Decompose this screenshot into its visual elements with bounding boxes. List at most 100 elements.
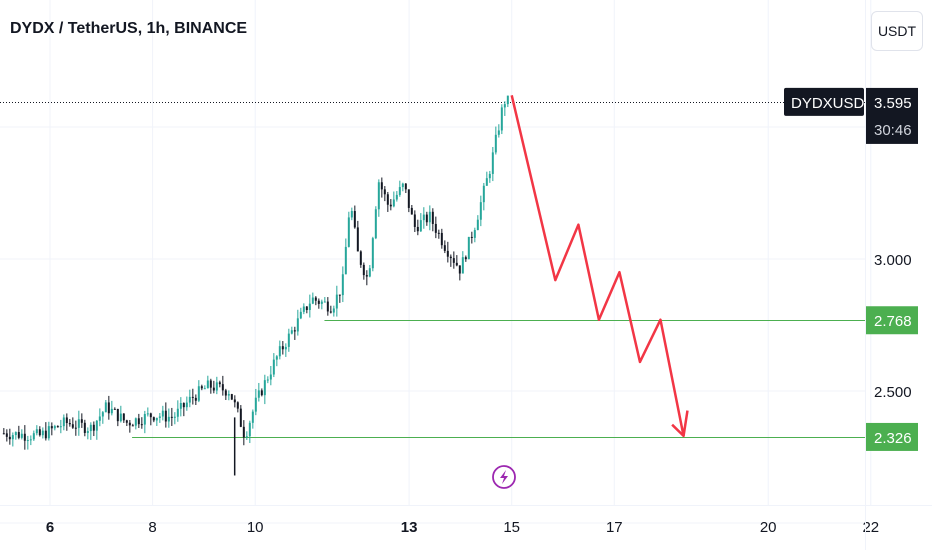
candle-body	[272, 359, 275, 375]
candle-body	[212, 387, 215, 391]
candle-body	[179, 402, 182, 409]
candle-body	[449, 256, 452, 259]
candle-body	[416, 226, 419, 232]
candle-body	[104, 402, 107, 413]
currency-button[interactable]: USDT	[871, 11, 923, 51]
candle-body	[98, 416, 101, 421]
candle-body	[200, 386, 203, 389]
candle-body	[284, 346, 287, 350]
candle-body	[209, 380, 212, 388]
lightning-icon	[500, 470, 509, 484]
candle-body	[389, 204, 392, 207]
candle-body	[335, 294, 338, 309]
candle-body	[392, 199, 395, 207]
candle-body	[353, 211, 356, 228]
candle-body	[128, 422, 131, 426]
candle-body	[134, 418, 137, 426]
candle-body	[308, 303, 311, 311]
candle-body	[434, 223, 437, 233]
countdown-label: 30:46	[874, 122, 912, 139]
candle-body	[458, 265, 461, 274]
candle-body	[380, 182, 383, 190]
candle-body	[311, 297, 314, 304]
candle-body	[242, 426, 245, 438]
candle-body	[347, 217, 350, 247]
candle-body	[482, 185, 485, 203]
candle-body	[341, 274, 344, 296]
candle-body	[80, 419, 83, 423]
candle-body	[248, 422, 251, 437]
candle-body	[296, 318, 299, 332]
candle-body	[455, 262, 458, 266]
candle-body	[68, 423, 71, 425]
candle-body	[275, 356, 278, 360]
x-tick-label: 6	[46, 519, 54, 536]
candle-body	[302, 306, 305, 312]
candle-body	[437, 232, 440, 234]
candle-body	[320, 301, 323, 304]
candle-body	[71, 424, 74, 428]
candle-body	[404, 183, 407, 190]
candle-body	[239, 408, 242, 427]
candle-body	[278, 346, 281, 357]
candle-body	[41, 430, 44, 436]
candle-body	[146, 413, 149, 415]
candle-body	[8, 436, 11, 440]
candle-body	[269, 374, 272, 380]
candle-body	[419, 220, 422, 232]
candle-body	[56, 426, 59, 428]
candle-body	[503, 104, 506, 108]
candle-body	[152, 417, 155, 421]
candle-body	[359, 251, 362, 265]
candle-body	[488, 173, 491, 179]
candle-body	[245, 436, 248, 438]
candle-body	[215, 382, 218, 391]
candle-body	[485, 178, 488, 186]
candle-body	[500, 107, 503, 131]
projection-path	[510, 95, 685, 437]
candle-body	[38, 429, 41, 436]
candle-body	[89, 424, 92, 432]
x-tick-label: 15	[503, 519, 520, 536]
candle-body	[206, 380, 209, 389]
candle-body	[221, 384, 224, 391]
candle-body	[371, 238, 374, 269]
y-tick-label: 2.500	[874, 384, 912, 401]
candle-body	[176, 408, 179, 417]
candle-body	[287, 333, 290, 347]
level-price-label: 2.326	[874, 430, 912, 447]
candle-body	[479, 202, 482, 220]
candle-body	[233, 399, 236, 403]
candle-body	[149, 413, 152, 418]
candle-body	[101, 412, 104, 417]
candle-body	[251, 411, 254, 423]
candle-body	[230, 394, 233, 400]
candle-body	[473, 230, 476, 238]
candle-body	[428, 211, 431, 223]
price-labels: 2.768 2.326 DYDXUSDT 3.595 30:46	[784, 87, 918, 451]
x-tick-label: 17	[606, 519, 623, 536]
candle-body	[65, 417, 68, 424]
candle-body	[14, 432, 17, 436]
last-price-box	[866, 87, 918, 144]
candle-body	[59, 426, 62, 428]
candle-body	[281, 346, 284, 350]
candle-body	[305, 306, 308, 311]
level-price-label: 2.768	[874, 313, 912, 330]
candle-body	[329, 311, 332, 313]
candle-body	[440, 232, 443, 246]
candle-body	[461, 257, 464, 274]
candle-body	[494, 134, 497, 153]
candle-body	[20, 433, 23, 438]
x-tick-label: 13	[401, 519, 418, 536]
candle-body	[11, 435, 14, 440]
candle-body	[155, 417, 158, 421]
candle-body	[131, 425, 134, 427]
candle-body	[323, 301, 326, 303]
candle-body	[365, 275, 368, 277]
candle-body	[497, 130, 500, 135]
candle-body	[140, 424, 143, 426]
candle-body	[185, 402, 188, 408]
candle-body	[32, 433, 35, 440]
